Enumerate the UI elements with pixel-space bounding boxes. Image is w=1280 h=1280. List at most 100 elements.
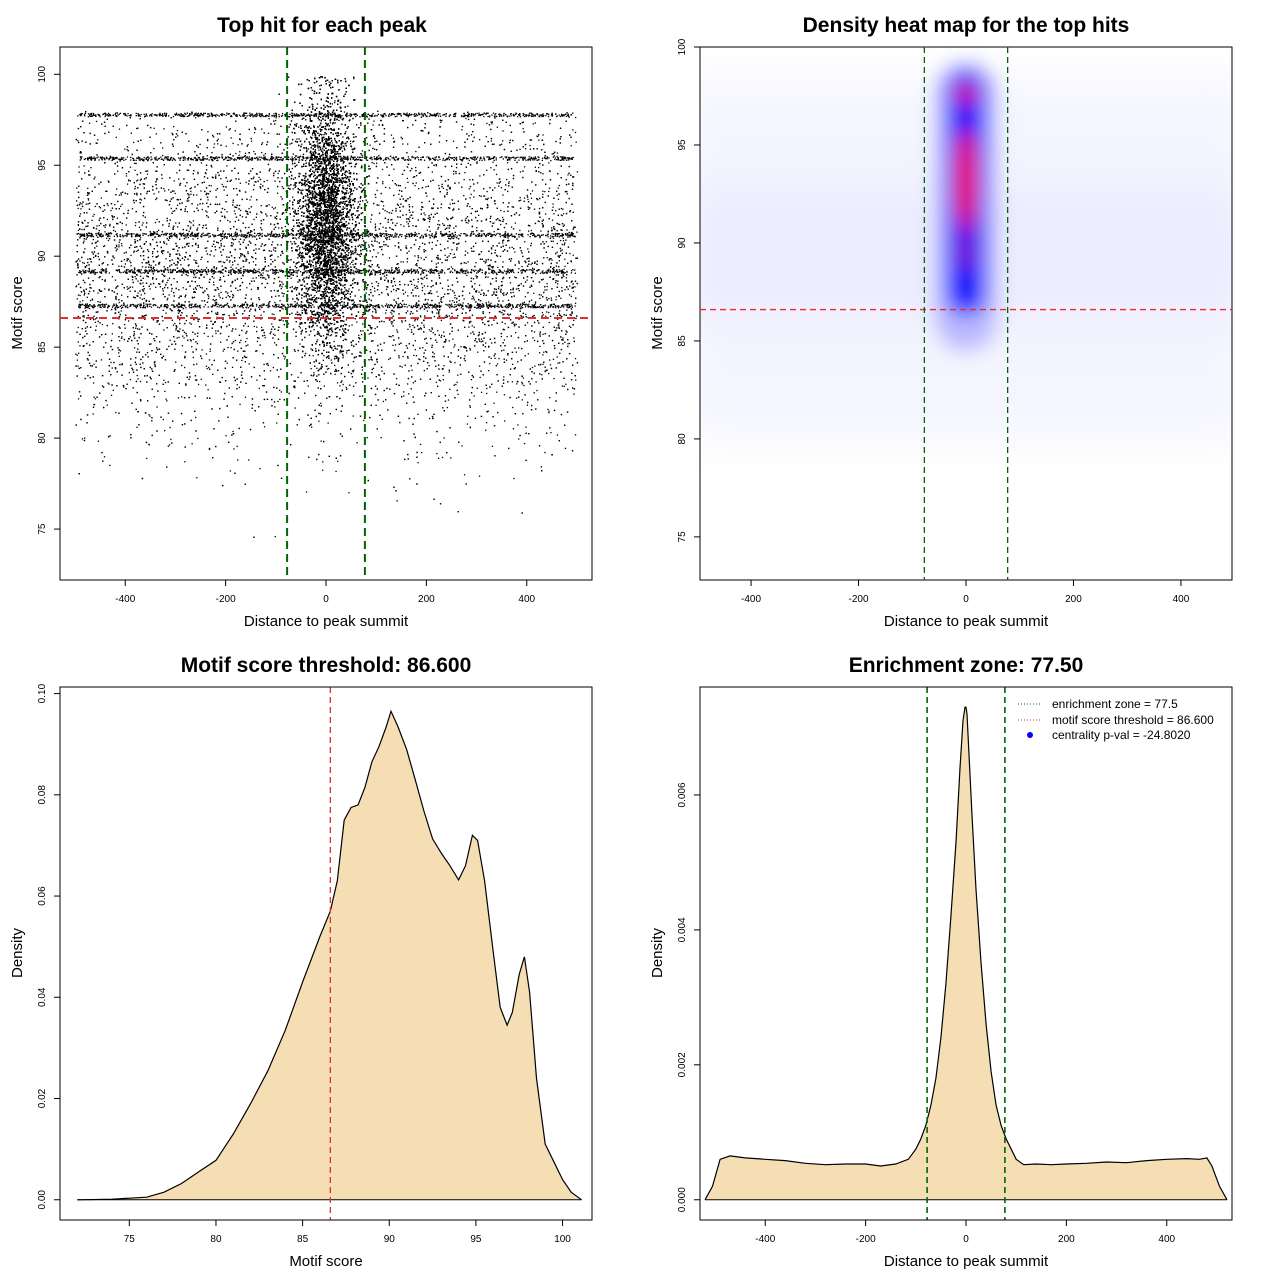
scatter-point: [279, 389, 281, 391]
scatter-point: [119, 158, 121, 160]
scatter-point: [301, 309, 303, 312]
scatter-point: [131, 286, 134, 288]
scatter-point: [108, 289, 110, 291]
scatter-point: [345, 339, 347, 341]
scatter-point: [558, 255, 560, 257]
scatter-point: [238, 241, 240, 243]
scatter-point: [127, 288, 129, 290]
scatter-point: [376, 162, 378, 164]
scatter-point: [162, 147, 164, 149]
scatter-point: [311, 260, 313, 262]
scatter-point: [199, 286, 202, 289]
scatter-point: [320, 402, 322, 404]
scatter-point: [561, 243, 563, 246]
scatter-point: [499, 290, 502, 292]
scatter-point: [402, 355, 404, 358]
scatter-point: [486, 122, 488, 125]
scatter-point: [275, 117, 277, 119]
scatter-point: [247, 325, 249, 327]
scatter-point: [239, 229, 242, 231]
scatter-point: [192, 238, 194, 240]
scatter-point: [449, 360, 451, 362]
scatter-point: [365, 292, 367, 294]
scatter-point: [171, 259, 173, 261]
scatter-point: [555, 210, 557, 212]
scatter-point: [381, 246, 383, 248]
scatter-point: [166, 199, 168, 202]
scatter-point: [569, 210, 572, 212]
scatter-point: [157, 255, 159, 257]
scatter-point: [255, 248, 257, 250]
scatter-point: [369, 266, 371, 268]
scatter-point: [87, 198, 89, 200]
scatter-point: [282, 295, 284, 297]
scatter-point: [556, 194, 558, 196]
scatter-point: [352, 283, 354, 285]
scatter-point: [236, 206, 238, 209]
scatter-point: [299, 266, 301, 268]
scatter-point: [172, 324, 175, 326]
scatter-point: [516, 383, 518, 385]
scatter-point: [94, 176, 96, 178]
scatter-point: [205, 210, 207, 212]
scatter-point: [129, 260, 131, 262]
scatter-point: [476, 227, 478, 229]
scatter-point: [473, 196, 475, 198]
scatter-point: [408, 250, 410, 252]
scatter-point: [414, 320, 416, 322]
scatter-point: [561, 249, 563, 251]
scatter-point: [426, 310, 429, 312]
scatter-point: [443, 331, 445, 333]
scatter-point: [530, 229, 532, 232]
scatter-point: [448, 255, 450, 257]
scatter-point: [97, 301, 99, 303]
scatter-point: [483, 195, 486, 197]
scatter-point: [76, 354, 78, 356]
scatter-point: [77, 294, 80, 296]
scatter-point: [542, 363, 544, 365]
scatter-point: [75, 286, 77, 288]
scatter-point: [374, 238, 376, 240]
scatter-point: [331, 293, 334, 295]
scatter-point: [489, 362, 491, 365]
scatter-point: [552, 240, 554, 242]
scatter-point: [379, 270, 381, 272]
scatter-point: [115, 368, 117, 370]
scatter-point: [267, 233, 269, 235]
scatter-point: [545, 315, 547, 317]
scatter-point: [455, 167, 458, 169]
scatter-point: [341, 218, 343, 220]
scatter-point: [503, 210, 505, 213]
scatter-point: [277, 192, 279, 194]
scatter-point: [444, 254, 446, 256]
scatter-point: [514, 276, 516, 278]
scatter-point: [116, 161, 118, 163]
scatter-point: [234, 206, 236, 208]
scatter-point: [205, 353, 208, 355]
scatter-point: [574, 305, 576, 307]
scatter-point: [401, 366, 403, 368]
scatter-point: [311, 319, 313, 321]
scatter-point: [322, 461, 324, 463]
scatter-point: [286, 250, 288, 252]
scatter-point: [563, 268, 565, 270]
scatter-point: [369, 326, 372, 329]
scatter-point: [574, 302, 577, 304]
scatter-point: [337, 221, 340, 223]
scatter-point: [345, 131, 347, 133]
scatter-point: [356, 124, 358, 126]
scatter-point: [515, 288, 518, 290]
scatter-point: [328, 274, 330, 276]
scatter-point: [244, 361, 246, 363]
scatter-point: [96, 245, 98, 247]
scatter-point: [342, 357, 344, 359]
scatter-point: [542, 193, 544, 195]
scatter-point: [239, 403, 241, 405]
scatter-point: [297, 376, 299, 378]
scatter-point: [561, 214, 563, 217]
scatter-point: [219, 277, 221, 279]
scatter-point: [482, 292, 485, 294]
scatter-point: [133, 251, 135, 253]
scatter-point: [469, 179, 471, 181]
scatter-point: [546, 257, 548, 259]
